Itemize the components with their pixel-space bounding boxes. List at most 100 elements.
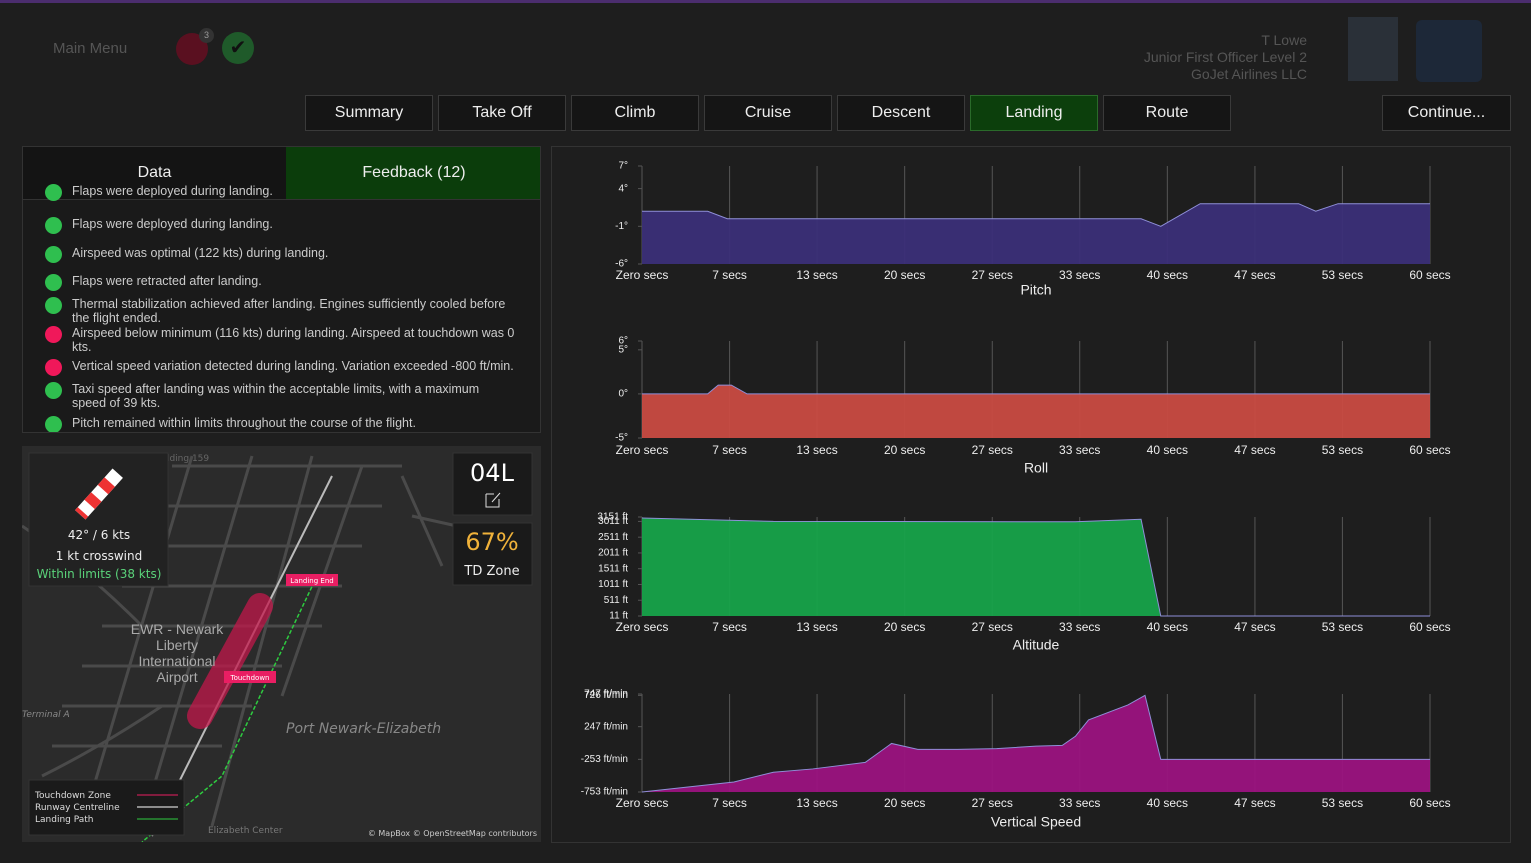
x-tick-label: 13 secs xyxy=(796,620,837,634)
feedback-text: Airspeed below minimum (116 kts) during … xyxy=(72,326,515,354)
y-tick-label: 747 ft/min xyxy=(584,689,628,700)
x-tick-label: 20 secs xyxy=(884,796,925,810)
tab[interactable]: Cruise xyxy=(704,95,832,131)
line xyxy=(641,694,1430,793)
x-tick-label: 47 secs xyxy=(1234,796,1275,810)
landing-end-tag xyxy=(286,574,338,586)
tab[interactable]: Descent xyxy=(837,95,965,131)
airport-label: EWR - Newark Liberty International Airpo… xyxy=(130,621,224,685)
x-tick-label: 53 secs xyxy=(1322,620,1363,634)
status-dot xyxy=(45,184,62,201)
feedback-text: Flaps were deployed during landing. xyxy=(72,184,273,198)
x-tick-label: 60 secs xyxy=(1409,268,1450,282)
status-dot xyxy=(45,416,62,432)
top-stripe xyxy=(0,0,1531,3)
user-airline: GoJet Airlines LLC xyxy=(1191,66,1307,82)
map-label: UPS Building 159 xyxy=(132,454,209,464)
avatar xyxy=(1348,17,1398,81)
y-tick-label: 726 ft/min xyxy=(584,690,628,701)
tab[interactable]: Route xyxy=(1103,95,1231,131)
td-value: 67% xyxy=(465,528,518,556)
legend-label: Touchdown Zone xyxy=(34,791,111,801)
x-tick-label: 27 secs xyxy=(972,443,1013,457)
x-tick-label: 7 secs xyxy=(712,443,747,457)
x-tick-label: 7 secs xyxy=(712,268,747,282)
legend-label: Runway Centreline xyxy=(35,803,120,813)
tab[interactable]: Climb xyxy=(571,95,699,131)
x-tick-label: 33 secs xyxy=(1059,796,1100,810)
area xyxy=(642,517,1430,616)
x-tick-label: 33 secs xyxy=(1059,620,1100,634)
map-label: Terminal A xyxy=(22,710,70,720)
area xyxy=(642,695,1430,792)
x-tick-label: 47 secs xyxy=(1234,620,1275,634)
x-tick-label: Zero secs xyxy=(616,268,669,282)
feedback-item: Airspeed was optimal (122 kts) during la… xyxy=(45,246,515,263)
airport-label-box: EWR - Newark Liberty International Airpo… xyxy=(130,621,224,685)
crosswind: 1 kt crosswind xyxy=(56,549,142,563)
edit-icon[interactable] xyxy=(485,492,501,508)
tab[interactable]: Landing xyxy=(970,95,1098,131)
tab[interactable]: Take Off xyxy=(438,95,566,131)
map-label: Port Newark-Elizabeth xyxy=(286,721,441,737)
feedback-item: Flaps were deployed during landing. xyxy=(45,184,515,201)
y-tick-label: 247 ft/min xyxy=(584,721,628,732)
x-tick-label: 40 secs xyxy=(1147,443,1188,457)
x-tick-label: 7 secs xyxy=(712,620,747,634)
y-tick-label: 1511 ft xyxy=(598,563,628,574)
area xyxy=(642,385,1430,438)
wind: 42° / 6 kts xyxy=(68,528,130,542)
y-tick-label: -1° xyxy=(615,221,628,232)
feedback-text: Flaps were deployed during landing. xyxy=(72,217,273,231)
tab[interactable]: Summary xyxy=(305,95,433,131)
wind-box xyxy=(28,452,169,587)
user-rank: Junior First Officer Level 2 xyxy=(1143,49,1307,65)
user-info: T Lowe Junior First Officer Level 2 GoJe… xyxy=(1144,32,1307,83)
panel-tab[interactable]: Data xyxy=(23,147,286,200)
x-tick-label: 13 secs xyxy=(796,268,837,282)
y-tick-label: 1011 ft xyxy=(598,579,628,590)
y-tick-label: -6° xyxy=(615,259,628,270)
y-tick-label: -753 ft/min xyxy=(581,787,628,798)
status-dot xyxy=(45,359,62,376)
x-tick-label: 20 secs xyxy=(884,443,925,457)
y-tick-label: -5° xyxy=(615,433,628,444)
status-dot xyxy=(45,326,62,343)
charts-panel xyxy=(551,146,1511,843)
feedback-text: Vertical speed variation detected during… xyxy=(72,359,514,373)
airline-logo xyxy=(1416,20,1482,82)
x-tick-label: 40 secs xyxy=(1147,796,1188,810)
feedback-item: Taxi speed after landing was within the … xyxy=(45,382,515,410)
touchdown-zone xyxy=(187,593,273,729)
y-tick-label: 511 ft xyxy=(604,595,628,606)
main-menu[interactable]: Main Menu xyxy=(53,40,128,57)
chart-title: Vertical Speed xyxy=(991,814,1081,830)
attribution: © MapBox © OpenStreetMap contributors xyxy=(368,829,537,838)
x-tick-label: 13 secs xyxy=(796,443,837,457)
x-tick-label: 33 secs xyxy=(1059,443,1100,457)
x-tick-label: 33 secs xyxy=(1059,268,1100,282)
x-tick-label: 27 secs xyxy=(972,796,1013,810)
x-tick-label: Zero secs xyxy=(616,620,669,634)
td-box xyxy=(452,522,533,586)
panel-tab[interactable]: Feedback (12) xyxy=(286,147,540,200)
feedback-item: Airspeed below minimum (116 kts) during … xyxy=(45,326,515,354)
status-dot xyxy=(45,217,62,234)
y-tick-label: 4° xyxy=(618,183,628,194)
x-tick-label: 7 secs xyxy=(712,796,747,810)
status-icon: ✔ xyxy=(222,32,254,64)
y-tick-label: 3151 ft xyxy=(597,512,628,523)
feedback-item: Flaps were retracted after landing. xyxy=(45,274,515,291)
touchdown-label: Touchdown xyxy=(230,674,270,682)
x-tick-label: 60 secs xyxy=(1409,796,1450,810)
y-tick-label: 5° xyxy=(618,344,628,355)
x-tick-label: 40 secs xyxy=(1147,620,1188,634)
feedback-text: Taxi speed after landing was within the … xyxy=(72,382,480,410)
feedback-text: Airspeed was optimal (122 kts) during la… xyxy=(72,246,329,260)
td-label: TD Zone xyxy=(463,564,519,579)
feedback-item: Vertical speed variation detected during… xyxy=(45,359,515,376)
line xyxy=(641,517,1430,617)
x-tick-label: 53 secs xyxy=(1322,443,1363,457)
continue-button[interactable]: Continue... xyxy=(1382,95,1511,131)
